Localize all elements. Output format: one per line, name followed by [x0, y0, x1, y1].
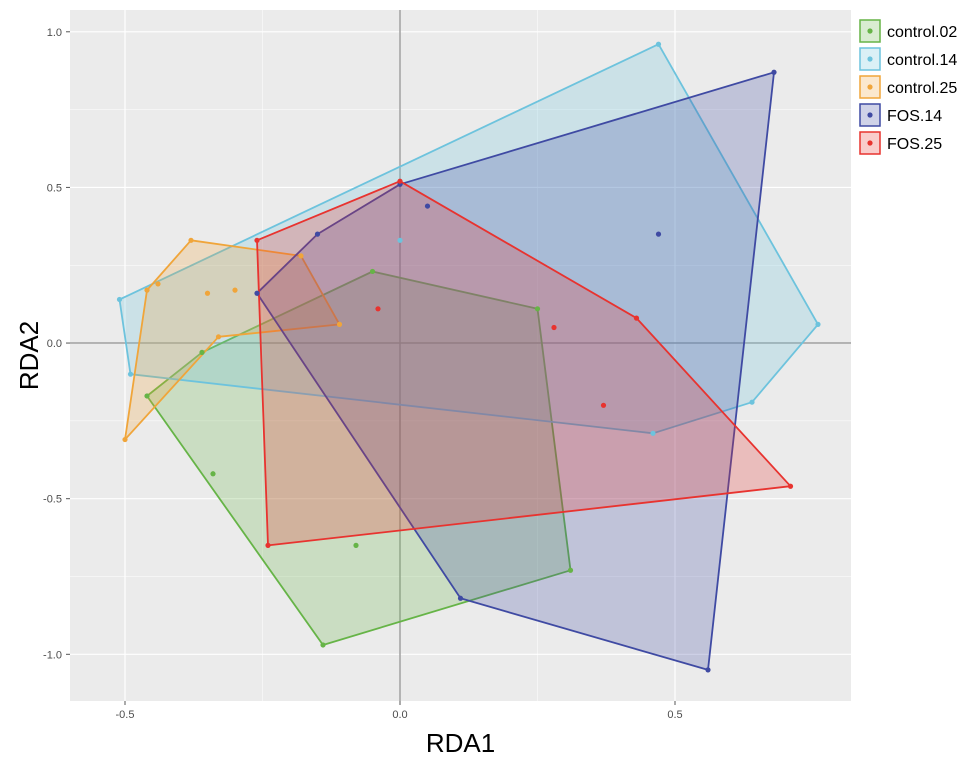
point-control-25: [204, 290, 211, 296]
point-fos-25: [265, 542, 271, 548]
point-control-02: [567, 567, 574, 573]
point-control-02: [320, 642, 326, 648]
legend-label-fos-14: FOS.14: [887, 108, 942, 125]
point-fos-25: [254, 237, 260, 243]
axis-ticks: -0.5 0.0 0.5 -1.0 -0.5 0.0 0.5 1.0: [43, 27, 683, 721]
legend-key-dot-control-25: [867, 84, 873, 90]
point-control-02: [210, 471, 216, 477]
legend-label-control-14: control.14: [887, 52, 957, 69]
y-tick-label: 0.5: [47, 182, 62, 194]
point-fos-25: [375, 306, 381, 312]
point-control-14: [127, 371, 134, 377]
y-tick-label: 1.0: [47, 27, 62, 39]
point-control-25: [155, 281, 161, 287]
legend-label-control-02: control.02: [887, 24, 957, 41]
point-control-25: [298, 253, 304, 259]
point-control-14: [749, 399, 755, 405]
point-control-02: [534, 306, 541, 312]
point-fos-14: [314, 231, 321, 237]
point-control-25: [188, 237, 194, 243]
point-control-25: [336, 321, 343, 327]
point-fos-14: [705, 667, 711, 673]
legend: control.02 control.14 control.25 FOS.14 FOS.…: [859, 19, 957, 155]
point-control-02: [353, 542, 359, 548]
point-fos-25: [633, 315, 640, 321]
y-axis-title: RDA2: [14, 321, 44, 390]
x-tick-label: 0.5: [667, 709, 682, 721]
point-control-25: [215, 334, 222, 340]
data-points: [116, 41, 821, 673]
point-control-02: [369, 268, 376, 275]
point-fos-14: [424, 203, 431, 209]
point-control-25: [144, 287, 150, 293]
legend-key-dot-fos-25: [867, 140, 873, 146]
point-control-14: [815, 321, 821, 327]
point-fos-14: [771, 69, 777, 75]
y-tick-label: -1.0: [43, 649, 62, 661]
point-fos-14: [655, 231, 662, 237]
point-fos-14: [457, 595, 464, 601]
y-tick-label: -0.5: [43, 494, 62, 506]
point-control-02: [199, 349, 205, 355]
point-fos-25: [787, 483, 794, 489]
legend-label-fos-25: FOS.25: [887, 136, 942, 153]
hull-fos-25: [256, 180, 792, 547]
point-control-14: [116, 296, 123, 303]
plot-panel: [70, 10, 851, 701]
point-control-25: [122, 436, 128, 443]
y-tick-label: 0.0: [47, 338, 62, 350]
point-control-14: [655, 41, 662, 47]
point-fos-25: [600, 402, 607, 408]
point-control-14: [650, 430, 656, 436]
x-axis-title: RDA1: [426, 728, 495, 758]
legend-key-dot-control-14: [867, 56, 873, 62]
legend-label-control-25: control.25: [887, 80, 957, 97]
point-fos-14: [254, 290, 260, 296]
point-control-02: [144, 393, 150, 399]
legend-key-dot-fos-14: [867, 112, 873, 118]
point-fos-25: [397, 178, 403, 184]
legend-key-dot-control-02: [867, 28, 873, 34]
point-control-25: [232, 287, 238, 293]
point-fos-25: [551, 324, 557, 331]
point-control-14: [397, 237, 403, 243]
x-tick-label: -0.5: [116, 709, 135, 721]
x-tick-label: 0.0: [392, 709, 407, 721]
reference-lines: [70, 10, 851, 701]
